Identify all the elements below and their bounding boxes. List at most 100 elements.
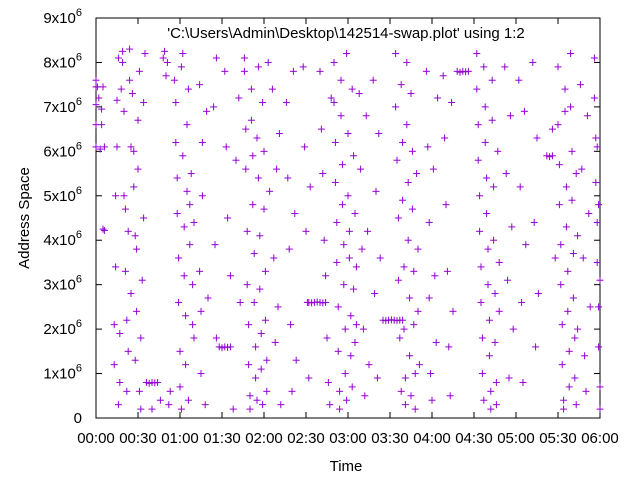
- x-tick-label: 05:30: [539, 430, 577, 447]
- data-point: [564, 267, 572, 275]
- data-point: [519, 378, 527, 386]
- data-point: [410, 321, 418, 329]
- data-point: [263, 387, 271, 395]
- data-point: [331, 178, 339, 186]
- data-point: [487, 387, 495, 395]
- y-tick-label: 9x106: [43, 7, 82, 27]
- data-point: [137, 334, 145, 342]
- data-point: [140, 98, 148, 106]
- data-point: [96, 145, 104, 153]
- data-point: [484, 245, 492, 253]
- data-point: [140, 214, 148, 222]
- data-point: [127, 290, 135, 298]
- data-point: [582, 387, 590, 395]
- data-point: [127, 143, 135, 151]
- y-tick-label: 6x106: [43, 140, 82, 160]
- data-point: [441, 134, 449, 142]
- data-point: [330, 98, 338, 106]
- data-point: [204, 294, 212, 302]
- data-point: [242, 125, 250, 133]
- data-point: [256, 232, 264, 240]
- data-point: [476, 227, 484, 235]
- data-point: [284, 174, 292, 182]
- data-point: [406, 352, 414, 360]
- data-point: [355, 90, 363, 98]
- data-point: [558, 321, 566, 329]
- data-point: [560, 396, 568, 404]
- y-tick-label: 5x106: [43, 185, 82, 205]
- data-point: [254, 174, 262, 182]
- x-tick-label: 04:30: [455, 430, 493, 447]
- data-point: [518, 298, 526, 306]
- data-point: [397, 387, 405, 395]
- y-tick-mantissa: 4x10: [43, 232, 76, 249]
- data-point: [187, 170, 195, 178]
- x-tick-label: 04:00: [413, 430, 451, 447]
- x-tick-label: 00:30: [119, 430, 157, 447]
- data-point: [491, 338, 499, 346]
- data-point: [571, 374, 579, 382]
- data-point: [340, 281, 348, 289]
- data-point: [410, 267, 418, 275]
- x-tick-label: 03:00: [329, 430, 367, 447]
- data-point: [376, 254, 384, 262]
- data-point: [344, 130, 352, 138]
- data-point: [302, 227, 310, 235]
- data-point: [263, 356, 271, 364]
- data-point: [515, 76, 523, 84]
- data-point: [259, 98, 267, 106]
- data-point: [92, 143, 100, 151]
- x-tick-label: 06:00: [581, 430, 619, 447]
- data-point: [266, 187, 274, 195]
- data-point: [551, 254, 559, 262]
- x-tick-label: 05:00: [497, 430, 535, 447]
- data-point: [226, 343, 234, 351]
- data-point: [123, 316, 131, 324]
- data-point: [530, 218, 538, 226]
- data-point: [261, 316, 269, 324]
- data-point: [352, 321, 360, 329]
- y-tick-mantissa: 0: [74, 410, 82, 427]
- data-point: [189, 281, 197, 289]
- data-point: [337, 76, 345, 84]
- data-point: [567, 50, 575, 58]
- data-point: [350, 285, 358, 293]
- data-point: [175, 254, 183, 262]
- data-point: [579, 254, 587, 262]
- data-point: [396, 334, 404, 342]
- data-point: [565, 347, 573, 355]
- data-point: [585, 210, 593, 218]
- data-point: [434, 94, 442, 102]
- data-point: [593, 143, 601, 151]
- plot-frame: [95, 17, 601, 419]
- data-point: [478, 370, 486, 378]
- data-point: [351, 210, 359, 218]
- data-point: [477, 298, 485, 306]
- data-point: [427, 370, 435, 378]
- data-point: [483, 174, 491, 182]
- data-point: [480, 396, 488, 404]
- data-point: [483, 210, 491, 218]
- data-point: [431, 272, 439, 280]
- data-point: [201, 401, 209, 409]
- data-point: [165, 401, 173, 409]
- data-point: [400, 263, 408, 271]
- data-point: [131, 232, 139, 240]
- data-point: [247, 116, 255, 124]
- y-tick-exponent: 6: [76, 7, 82, 19]
- data-point: [133, 245, 141, 253]
- data-point: [411, 405, 419, 413]
- data-point: [583, 112, 591, 120]
- data-point: [397, 81, 405, 89]
- data-point: [264, 58, 272, 66]
- data-point: [289, 67, 297, 75]
- data-point: [488, 116, 496, 124]
- y-tick-mantissa: 9x10: [43, 10, 76, 27]
- data-point: [403, 121, 411, 129]
- data-point: [340, 241, 348, 249]
- data-point: [392, 50, 400, 58]
- data-point: [203, 107, 211, 115]
- data-point: [110, 321, 118, 329]
- data-point: [406, 294, 414, 302]
- data-point: [134, 165, 142, 173]
